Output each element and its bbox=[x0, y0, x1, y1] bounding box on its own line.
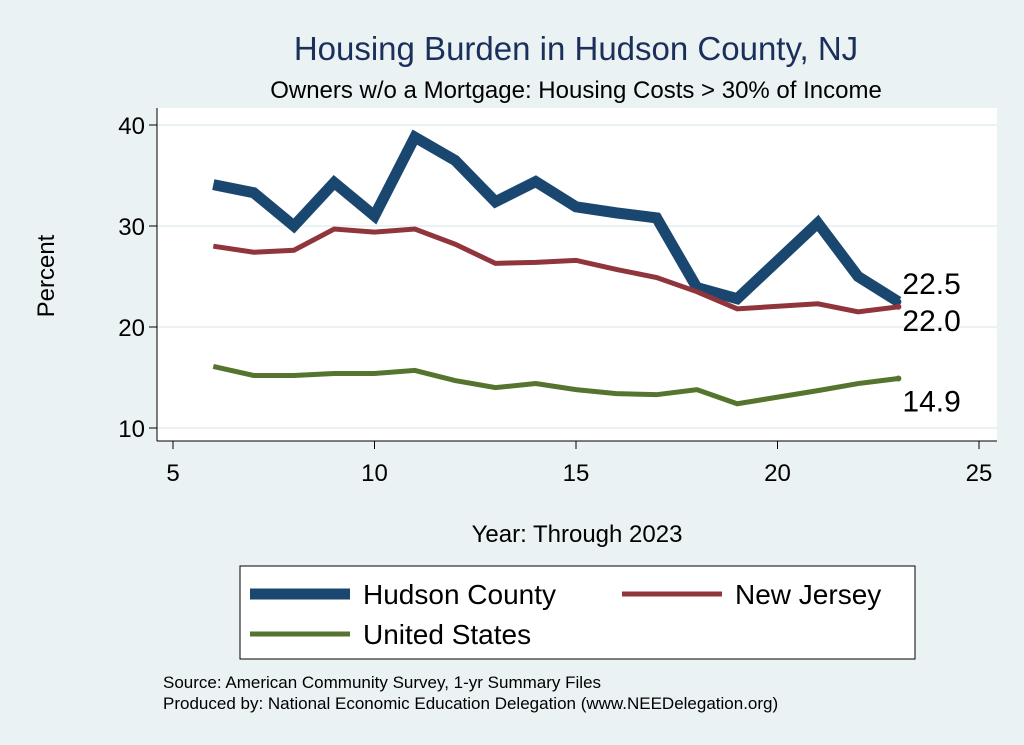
chart-title: Housing Burden in Hudson County, NJ bbox=[294, 30, 858, 67]
legend-label: Hudson County bbox=[363, 579, 556, 610]
x-tick-label: 10 bbox=[361, 460, 388, 487]
y-ticks: 10 20 30 40 bbox=[118, 113, 157, 443]
legend: Hudson County New Jersey United States bbox=[250, 579, 881, 650]
end-label-united-states: 14.9 bbox=[902, 386, 960, 419]
x-tick-label: 25 bbox=[966, 460, 993, 487]
source-note: Source: American Community Survey, 1-yr … bbox=[163, 673, 601, 692]
series-end-point bbox=[895, 298, 902, 305]
y-tick-label: 10 bbox=[118, 416, 145, 443]
end-label-new-jersey: 22.0 bbox=[902, 305, 960, 338]
x-tick-label: 20 bbox=[764, 460, 791, 487]
series-line-united-states bbox=[212, 363, 899, 407]
series-end-point bbox=[895, 303, 902, 310]
x-tick-label: 15 bbox=[563, 460, 590, 487]
x-axis-title: Year: Through 2023 bbox=[472, 521, 683, 548]
chart-subtitle: Owners w/o a Mortgage: Housing Costs > 3… bbox=[270, 77, 882, 104]
series-layer bbox=[212, 129, 902, 407]
end-labels: 22.5 22.0 14.9 bbox=[902, 268, 960, 419]
y-tick-label: 30 bbox=[118, 214, 145, 241]
series-end-point bbox=[895, 375, 902, 382]
series-line-new-jersey bbox=[212, 226, 899, 315]
series-line-hudson-county bbox=[212, 129, 902, 307]
x-ticks: 5 10 15 20 25 bbox=[166, 441, 992, 487]
x-tick-label: 5 bbox=[166, 460, 179, 487]
y-tick-label: 20 bbox=[118, 315, 145, 342]
legend-label: New Jersey bbox=[735, 579, 881, 610]
legend-label: United States bbox=[363, 619, 531, 650]
end-label-hudson-county: 22.5 bbox=[902, 268, 960, 301]
y-tick-label: 40 bbox=[118, 113, 145, 140]
legend-box bbox=[239, 565, 916, 660]
y-axis-title: Percent bbox=[33, 234, 60, 317]
produced-by-note: Produced by: National Economic Education… bbox=[163, 694, 778, 713]
